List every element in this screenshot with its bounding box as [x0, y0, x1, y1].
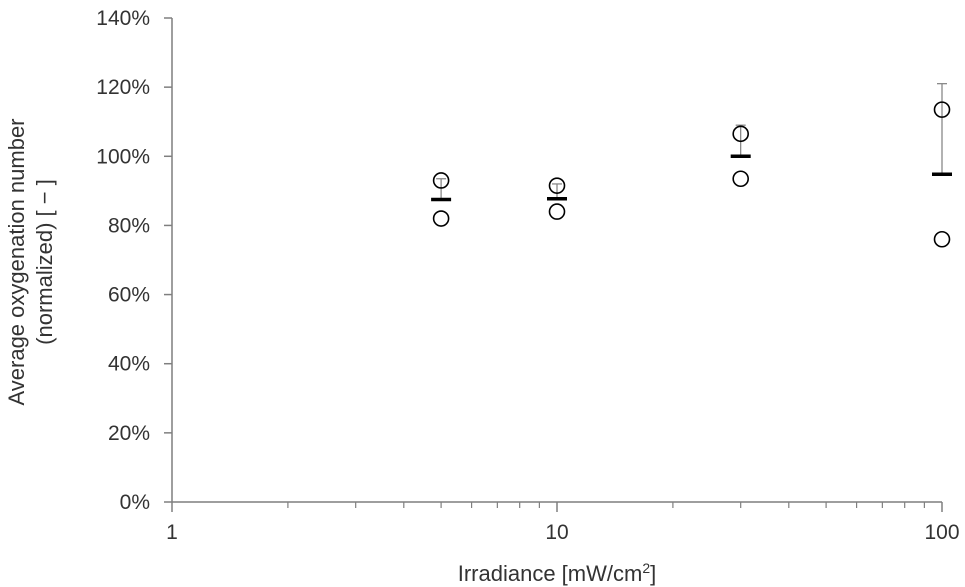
y-axis-title-line1: Average oxygenation number	[4, 118, 29, 405]
y-tick-label: 60%	[108, 284, 150, 307]
x-axis-title: Irradiance [mW/cm2]	[458, 560, 657, 586]
y-tick-label: 80%	[108, 214, 150, 237]
y-tick-label: 100%	[96, 145, 150, 168]
data-point	[933, 230, 951, 248]
y-tick-label: 20%	[108, 422, 150, 445]
x-tick-label: 10	[545, 521, 568, 544]
y-tick-label: 120%	[96, 76, 150, 99]
x-tick-label: 100	[924, 521, 959, 544]
y-tick-label: 0%	[120, 491, 150, 514]
data-point	[432, 172, 450, 189]
y-axis-title-line2: (normalized) [ − ]	[32, 179, 57, 345]
data-point	[432, 210, 450, 227]
ticks: 0% 20% 40% 60% 80% 100% 120% 140% 1 10 100	[96, 7, 959, 544]
y-tick-label: 40%	[108, 353, 150, 376]
x-tick-label: 1	[166, 521, 178, 544]
data-point	[548, 203, 566, 220]
x-axis-title-sup: 2	[642, 560, 650, 576]
axes	[171, 18, 942, 503]
data-point	[933, 101, 951, 118]
y-tick-label: 140%	[96, 7, 150, 30]
data-point	[548, 177, 566, 194]
data-point	[732, 170, 749, 188]
data-marks	[431, 83, 952, 248]
data-point	[732, 125, 749, 143]
